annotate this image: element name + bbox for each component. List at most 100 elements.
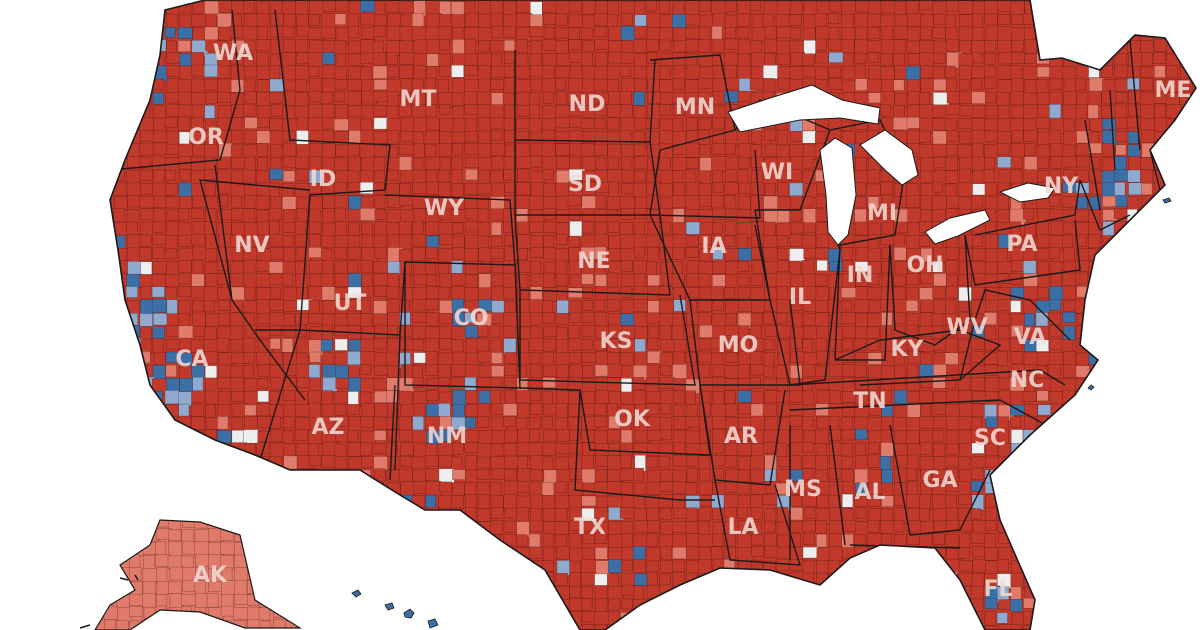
county [373,156,386,172]
county [841,312,858,325]
county [1048,26,1064,42]
county [1140,508,1154,522]
county [139,169,153,181]
county [1088,495,1100,511]
county [1063,456,1076,470]
county [244,494,257,507]
county [258,607,271,621]
county [555,481,568,493]
county [335,598,352,610]
county [438,170,450,183]
county [594,573,609,587]
county [270,195,282,210]
county [971,468,984,480]
county [634,573,648,586]
county [867,40,883,53]
county [1166,391,1179,404]
county [659,623,671,630]
county [1037,546,1053,558]
island-5 [1087,384,1095,391]
county [763,65,779,80]
county [491,352,503,364]
county [347,12,359,28]
county [542,39,557,51]
county [283,520,296,533]
county [360,129,375,145]
county [1010,65,1022,79]
county [1128,273,1144,289]
county [439,313,453,324]
county [788,14,802,26]
county [699,468,711,483]
county [360,170,374,183]
county [867,417,883,433]
county [151,298,167,313]
county [712,507,726,520]
county [321,597,336,612]
county [789,389,805,403]
county [335,507,349,524]
county [841,416,854,431]
county [815,455,828,471]
county [619,468,634,481]
county [569,572,581,589]
county [334,195,349,209]
county [1088,313,1101,325]
county [842,611,859,626]
county [1024,494,1039,506]
county [893,117,909,131]
county [1166,351,1181,364]
county [790,130,804,142]
county [1010,390,1025,407]
county [1049,169,1062,181]
county [660,365,672,377]
county [972,105,986,118]
county [1088,520,1102,533]
county [179,469,196,485]
county [309,507,325,520]
county [775,365,787,379]
county [424,455,439,467]
county [1192,157,1196,169]
county [1127,169,1142,183]
county [997,495,1013,510]
county [1141,233,1155,250]
county [191,207,205,219]
county [426,390,439,402]
county [1127,234,1139,249]
county [476,337,489,353]
county [633,559,646,574]
county [530,235,544,249]
county [504,246,518,263]
county [360,196,374,210]
county [465,168,478,181]
county [906,183,920,197]
county [672,157,689,171]
county [152,246,165,259]
county [110,417,114,434]
county [1140,520,1153,531]
county [568,13,583,28]
county [283,13,296,29]
county [594,39,610,50]
county [841,572,855,584]
county [1062,390,1076,406]
county [182,540,196,555]
county [110,79,114,93]
county [115,620,129,630]
county [112,533,127,546]
county [582,0,596,15]
county [1165,65,1178,79]
county [945,299,957,315]
county [1128,246,1144,262]
county [477,130,491,145]
county [217,78,232,95]
county [958,481,971,496]
county [152,481,165,496]
county [1140,247,1153,262]
county [1037,456,1053,470]
county [620,454,632,469]
county [361,534,374,548]
county [490,377,503,393]
county [841,0,857,17]
